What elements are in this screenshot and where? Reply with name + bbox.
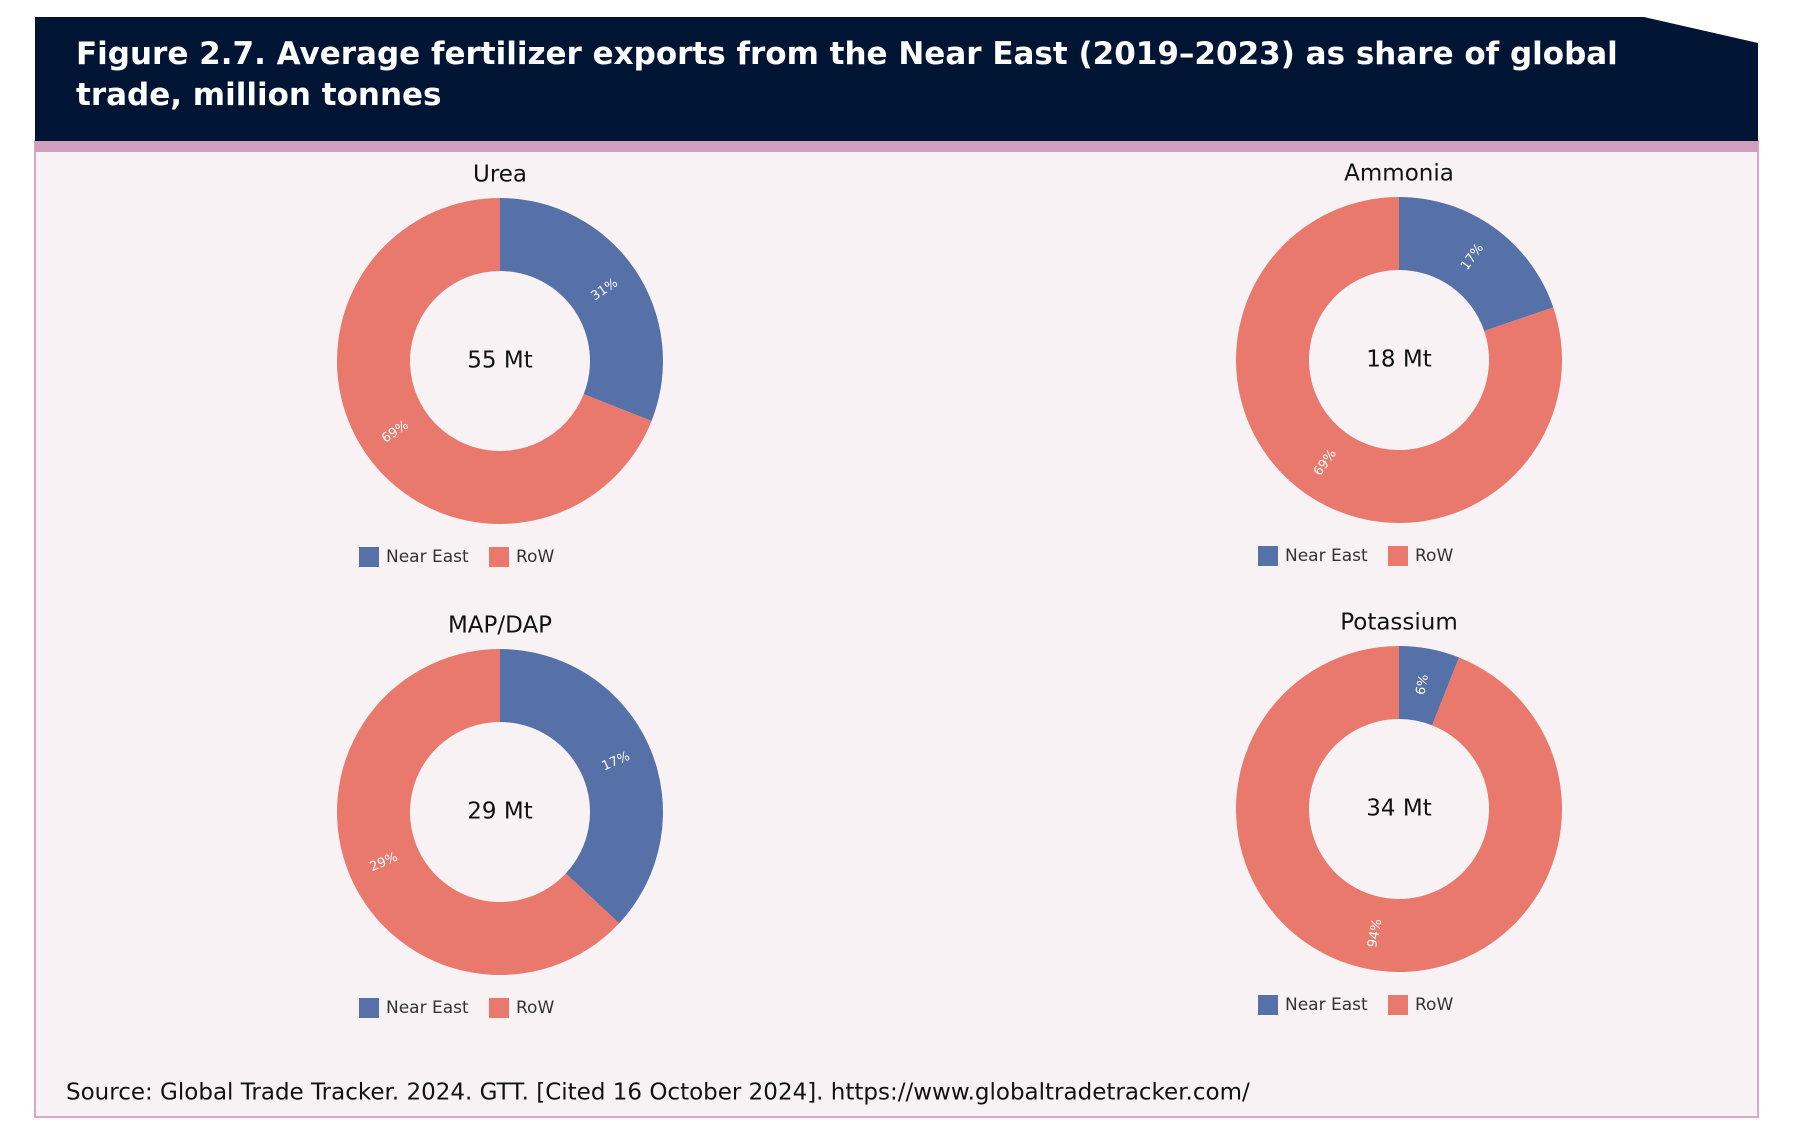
legend-swatch bbox=[489, 998, 509, 1018]
chart-title: Urea bbox=[473, 162, 527, 188]
title-box: Figure 2.7. Average fertilizer exports f… bbox=[76, 36, 1618, 113]
slice-label: 94% bbox=[1365, 918, 1385, 949]
figure-title: Figure 2.7. Average fertilizer exports f… bbox=[76, 36, 1618, 113]
donut-slice bbox=[1236, 646, 1562, 972]
legend-swatch bbox=[489, 547, 509, 567]
center-label: 34 Mt bbox=[1366, 796, 1431, 822]
chart-title: Ammonia bbox=[1344, 161, 1454, 187]
center-label: 18 Mt bbox=[1366, 347, 1431, 373]
legend-label: Near East bbox=[1285, 546, 1368, 566]
center-label: 29 Mt bbox=[467, 799, 532, 825]
donut-slice bbox=[1399, 646, 1460, 726]
legend-swatch bbox=[1388, 995, 1408, 1015]
legend-label: RoW bbox=[1415, 546, 1453, 566]
legend-swatch bbox=[359, 998, 379, 1018]
legend-label: Near East bbox=[386, 998, 469, 1018]
donut-slice bbox=[337, 198, 652, 524]
donut-slice bbox=[1235, 197, 1562, 523]
legend-label: Near East bbox=[386, 547, 469, 567]
legend-label: RoW bbox=[516, 547, 554, 567]
donut-slice bbox=[1399, 197, 1554, 331]
header-stripe bbox=[35, 141, 1758, 152]
donut-slice bbox=[500, 649, 664, 924]
chart-title: MAP/DAP bbox=[448, 613, 552, 639]
legend-label: RoW bbox=[1415, 995, 1453, 1015]
legend-swatch bbox=[359, 547, 379, 567]
legend-label: Near East bbox=[1285, 995, 1368, 1015]
legend-swatch bbox=[1258, 546, 1278, 566]
source-note: Source: Global Trade Tracker. 2024. GTT.… bbox=[66, 1080, 1250, 1106]
legend-swatch bbox=[1258, 995, 1278, 1015]
legend-label: RoW bbox=[516, 998, 554, 1018]
chart-title: Potassium bbox=[1340, 610, 1458, 636]
header-band bbox=[35, 17, 1758, 141]
center-label: 55 Mt bbox=[467, 348, 532, 374]
donut-slice bbox=[500, 198, 663, 422]
legend-swatch bbox=[1388, 546, 1408, 566]
slice-label: 6% bbox=[1413, 673, 1432, 696]
donut-slice bbox=[337, 649, 620, 975]
